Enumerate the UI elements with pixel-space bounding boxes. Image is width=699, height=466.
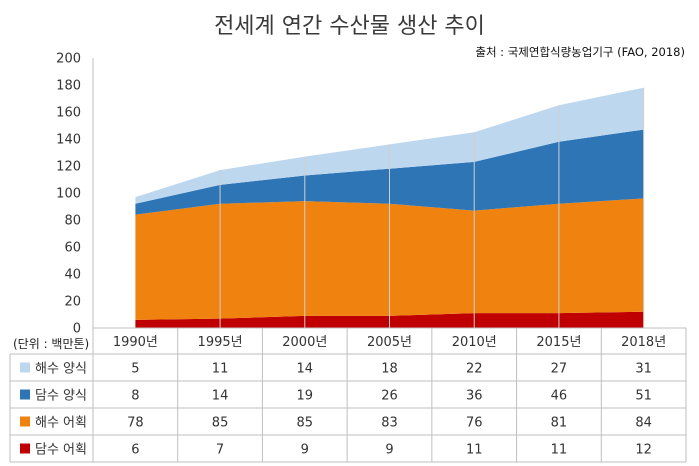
legend-swatch (20, 389, 30, 400)
data-value-label: 85 (212, 416, 229, 431)
y-tick-label: 80 (64, 214, 81, 229)
data-value-label: 31 (635, 362, 652, 377)
data-value-label: 81 (551, 416, 568, 431)
data-value-label: 14 (212, 389, 229, 404)
data-value-label: 19 (297, 389, 314, 404)
y-tick-label: 120 (56, 160, 81, 175)
y-tick-label: 0 (73, 322, 81, 337)
data-value-label: 8 (131, 389, 139, 404)
data-value-label: 36 (466, 389, 483, 404)
data-value-label: 7 (216, 443, 224, 458)
y-tick-label: 160 (56, 106, 81, 121)
x-category-label: 1995년 (198, 335, 243, 350)
data-value-label: 18 (381, 362, 398, 377)
chart-title: 전세계 연간 수산물 생산 추이 (214, 14, 485, 39)
data-value-label: 11 (212, 362, 229, 377)
data-value-label: 51 (635, 389, 652, 404)
x-category-label: 1990년 (113, 335, 158, 350)
data-value-label: 12 (635, 443, 652, 458)
unit-label: (단위 : 백만톤) (13, 337, 89, 351)
x-category-label: 2010년 (452, 335, 497, 350)
legend-swatch (20, 416, 30, 427)
series-label: 담수 양식 (35, 389, 87, 404)
data-value-label: 46 (551, 389, 568, 404)
data-value-label: 11 (551, 443, 568, 458)
legend-swatch (20, 443, 30, 454)
data-value-label: 9 (301, 443, 309, 458)
data-value-label: 27 (551, 362, 568, 377)
series-label: 담수 어획 (35, 443, 87, 458)
y-tick-label: 100 (56, 187, 81, 202)
y-tick-label: 40 (64, 268, 81, 283)
data-value-label: 76 (466, 416, 483, 431)
data-value-label: 11 (466, 443, 483, 458)
legend-swatch (20, 362, 30, 373)
x-category-label: 2005년 (367, 335, 412, 350)
data-value-label: 5 (131, 362, 139, 377)
series-label: 해수 어획 (35, 416, 87, 431)
data-value-label: 6 (131, 443, 139, 458)
x-category-label: 2015년 (536, 335, 581, 350)
data-value-label: 83 (381, 416, 398, 431)
x-category-label: 2018년 (621, 335, 666, 350)
y-tick-label: 140 (56, 133, 81, 148)
series-label: 해수 양식 (35, 362, 87, 377)
data-value-label: 26 (381, 389, 398, 404)
data-value-label: 14 (297, 362, 314, 377)
y-tick-label: 60 (64, 241, 81, 256)
y-tick-label: 180 (56, 79, 81, 94)
y-tick-label: 20 (64, 295, 81, 310)
data-value-label: 85 (297, 416, 314, 431)
chart-source: 출처 : 국제연합식량농업기구 (FAO, 2018) (475, 45, 685, 59)
data-value-label: 9 (385, 443, 393, 458)
data-value-label: 78 (127, 416, 144, 431)
x-category-label: 2000년 (282, 335, 327, 350)
data-value-label: 84 (635, 416, 652, 431)
y-tick-label: 200 (56, 52, 81, 67)
data-value-label: 22 (466, 362, 483, 377)
